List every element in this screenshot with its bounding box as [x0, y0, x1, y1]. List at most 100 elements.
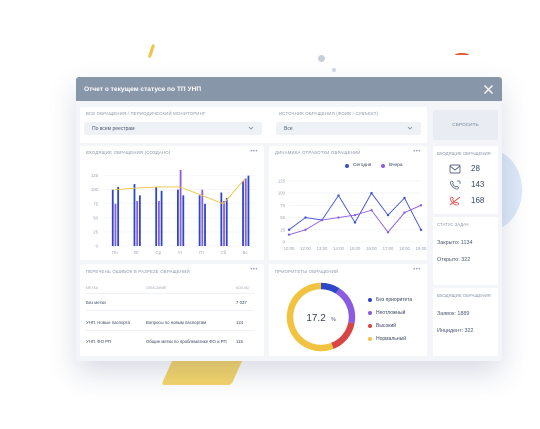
- series-point: [386, 231, 390, 234]
- series-point: [403, 211, 406, 214]
- series-point: [353, 221, 357, 224]
- modal-header: Отчет о текущем статусе по ТП УНП: [76, 77, 502, 101]
- priority-more-button[interactable]: •••: [413, 267, 421, 273]
- bar: [157, 200, 160, 246]
- table-divider: [86, 330, 254, 331]
- bar: [114, 203, 117, 246]
- series-point: [320, 218, 324, 222]
- x-tick-label: 10:00: [284, 246, 295, 251]
- legend-high: Высокий: [368, 323, 396, 329]
- reset-button[interactable]: Сбросить: [433, 110, 498, 140]
- legend-dot: [368, 311, 372, 315]
- y-tick-label: 50: [93, 215, 98, 220]
- bar: [138, 195, 141, 246]
- line-chart-more-button[interactable]: •••: [413, 149, 421, 155]
- donut-slice: [331, 322, 355, 349]
- series-point: [419, 204, 423, 207]
- close-icon: [483, 84, 493, 94]
- series-point: [403, 196, 406, 200]
- legend-dot: [368, 337, 372, 341]
- bar: [198, 195, 201, 246]
- legend-label: Неотложный: [376, 310, 406, 316]
- donut-slice: [335, 288, 356, 324]
- channel-filter-label: Источник обращения (ФОИВ / субъект): [279, 111, 379, 116]
- envelope-icon: [449, 164, 461, 174]
- series-point: [337, 194, 340, 197]
- bar: [136, 200, 139, 246]
- column-header-tag: Метка: [86, 286, 99, 290]
- table-divider: [86, 310, 254, 311]
- x-tick-label: Чт: [178, 250, 183, 255]
- series-line: [288, 192, 422, 231]
- incidents-count: Инцидент: 322: [437, 328, 474, 334]
- legend-dot: [368, 324, 372, 328]
- donut-slice: [286, 282, 334, 352]
- x-tick-label: Пт: [199, 250, 204, 255]
- series-point: [304, 228, 307, 231]
- bar: [111, 189, 114, 246]
- channel-select-value: Все: [284, 125, 293, 132]
- x-tick-label: Сб: [221, 250, 227, 255]
- line-chart: 125 100 75 50 25 010:00 12:00 13:00 14:00 15:00 16…: [278, 178, 427, 251]
- source-select[interactable]: По всем реестрам: [84, 122, 262, 135]
- bar: [182, 195, 185, 246]
- errors-table-more-button[interactable]: •••: [250, 267, 258, 273]
- tasks-open: Открыто: 322: [437, 257, 471, 263]
- legend-urgent: Неотложный: [368, 310, 405, 316]
- legend-today-dot: [345, 163, 349, 168]
- incoming-summary-title: Входящие обращения: [437, 293, 491, 298]
- chevron-down-icon: [248, 126, 254, 130]
- legend-label: Высокий: [376, 323, 397, 329]
- bar: [133, 184, 136, 246]
- bar-chart-more-button[interactable]: •••: [250, 149, 258, 155]
- priority-panel: Приоритеты обращений ••• 17.2 % Без прио…: [269, 264, 427, 356]
- y-tick-label: 25: [280, 227, 285, 232]
- legend-normal: Нормальный: [368, 336, 406, 342]
- series-point: [337, 216, 340, 219]
- series-point: [419, 228, 423, 231]
- bar: [177, 189, 179, 246]
- priority-donut-chart: [286, 282, 356, 352]
- channel-select[interactable]: Все: [276, 122, 421, 135]
- legend-yesterday-dot: [381, 163, 385, 168]
- x-tick-label: 12:00: [300, 246, 311, 251]
- x-tick-label: 19:00: [416, 246, 427, 251]
- bar: [155, 186, 158, 246]
- table-divider: [86, 293, 254, 294]
- bar: [117, 186, 120, 246]
- legend-today: Сегодня: [345, 163, 371, 168]
- row-count: 7 037: [236, 300, 247, 305]
- bar: [244, 178, 247, 246]
- trend-line: [114, 178, 246, 205]
- y-tick-label: 100: [91, 187, 99, 192]
- series-point: [287, 233, 291, 236]
- bar-chart-title: Входящие обращения (создано): [86, 150, 171, 155]
- row-desc: Вопросы по новым паспортам: [146, 320, 207, 325]
- incoming-card-title: Входящие обращения: [437, 151, 491, 156]
- tasks-card-title: Статус задач: [437, 222, 469, 227]
- row-tag: Без метки: [86, 300, 106, 305]
- close-button[interactable]: [480, 81, 496, 97]
- missed-calls-row: 168: [449, 196, 484, 206]
- bar: [160, 190, 163, 246]
- missed-calls-count: 168: [471, 196, 485, 205]
- donut-percent: 17.2: [306, 313, 326, 324]
- incoming-calls-count: 143: [471, 180, 485, 189]
- x-tick-label: 13:00: [317, 246, 328, 251]
- x-tick-label: Вт: [134, 250, 139, 255]
- incoming-email-row: 28: [449, 164, 480, 174]
- bar-chart: 125 100 75 50 25 0 Пн Вт Ср Чт Пт Сб Вс: [91, 170, 256, 255]
- phone-missed-icon: [449, 196, 461, 206]
- chevron-down-icon: [407, 126, 413, 130]
- bar: [204, 203, 206, 246]
- errors-table-panel: Перечень ошибок в разрезе обращений ••• …: [80, 264, 264, 356]
- series-point: [304, 216, 307, 219]
- errors-table-title: Перечень ошибок в разрезе обращений: [86, 269, 190, 274]
- series-point: [353, 213, 357, 217]
- x-tick-label: 16:00: [366, 246, 377, 251]
- series-line: [288, 204, 422, 236]
- phone-incoming-icon: [449, 180, 461, 190]
- donut-center-value: 17.2 %: [304, 308, 338, 326]
- series-point: [287, 228, 291, 231]
- series-point: [370, 209, 373, 212]
